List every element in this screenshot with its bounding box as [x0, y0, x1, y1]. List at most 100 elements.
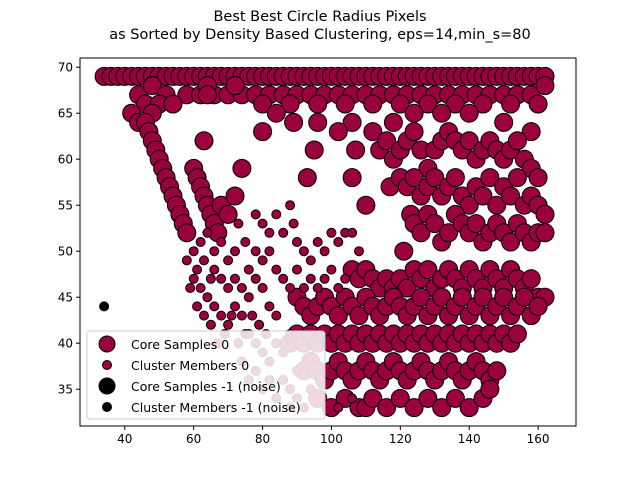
data-point-s1-11: [202, 292, 213, 303]
data-point-s0-222: [501, 232, 521, 252]
data-point-s0-236: [397, 278, 417, 298]
data-point-s0-101: [280, 94, 300, 114]
data-point-s1-47: [347, 227, 358, 238]
data-point-s1-21: [205, 319, 216, 330]
data-point-s0-66: [142, 76, 162, 96]
data-point-s1-50: [271, 264, 282, 275]
data-point-s0-185: [528, 168, 548, 188]
data-point-s0-153: [297, 168, 317, 188]
data-point-s1-20: [264, 301, 275, 312]
data-point-s0-124: [459, 103, 479, 123]
data-point-s0-106: [418, 94, 438, 114]
data-point-s0-278: [432, 287, 452, 307]
data-point-s0-284: [473, 287, 493, 307]
data-point-s1-30: [271, 310, 282, 321]
y-tick-label-35: 35: [58, 383, 73, 397]
data-point-s0-275: [411, 287, 431, 307]
data-point-s0-125: [494, 112, 514, 132]
data-point-s0-198: [473, 186, 493, 206]
data-point-s1-5: [233, 218, 244, 229]
data-point-s0-254: [521, 269, 541, 289]
data-point-s0-364: [404, 398, 424, 418]
data-point-s1-67: [230, 273, 240, 284]
y-tick-label-55: 55: [58, 199, 73, 213]
data-point-s0-103: [335, 94, 355, 114]
chart-title-line-1: Best Best Circle Radius Pixels: [213, 9, 426, 25]
plot-frame: [79, 57, 577, 427]
legend-label-core-noise: Core Samples -1 (noise): [131, 379, 281, 394]
y-tick-label-60: 60: [58, 153, 73, 167]
data-point-s1-45: [333, 237, 344, 247]
data-point-s1-7: [199, 255, 209, 266]
data-point-s0-110: [528, 94, 548, 114]
data-point-s1-0: [202, 227, 213, 238]
legend-marker-member-noise: [102, 402, 112, 412]
data-point-s1-35: [271, 209, 282, 220]
data-point-s0-167: [404, 122, 424, 142]
data-point-s1-17: [243, 292, 254, 303]
data-point-s0-161: [363, 122, 383, 142]
data-point-s1-36: [278, 227, 289, 238]
x-tick-label-80: 80: [255, 432, 270, 446]
data-point-s1-38: [288, 218, 299, 229]
data-point-s1-56: [312, 283, 323, 293]
data-point-s0-191: [425, 168, 445, 188]
data-point-s1-92: [188, 246, 199, 257]
data-point-s1-53: [292, 264, 302, 275]
data-point-s1-63: [257, 255, 268, 266]
data-point-s1-37: [285, 200, 296, 211]
data-point-s0-196: [459, 195, 479, 215]
data-point-s0-123: [432, 103, 452, 123]
data-point-s0-202: [501, 186, 521, 206]
data-point-s0-109: [501, 94, 521, 114]
data-point-s0-227: [535, 223, 555, 243]
data-point-s0-120: [342, 112, 362, 132]
data-point-s0-362: [377, 398, 397, 418]
data-point-s1-51: [278, 273, 289, 284]
data-point-s0-102: [308, 94, 328, 114]
data-point-s0-366: [432, 398, 452, 418]
x-tick-label-40: 40: [117, 432, 132, 446]
data-point-s0-152: [304, 140, 324, 160]
data-point-s1-41: [305, 255, 316, 266]
data-point-s0-199: [480, 168, 500, 188]
data-point-s1-6: [240, 237, 251, 247]
data-point-s1-4: [230, 246, 240, 257]
chart-title-line-2: as Sorted by Density Based Clustering, e…: [109, 27, 531, 43]
data-point-s1-58: [326, 264, 337, 275]
data-point-s0-326: [507, 324, 527, 344]
data-point-s1-52: [285, 283, 296, 293]
data-point-s1-49: [264, 246, 275, 257]
legend-marker-core-0: [98, 335, 116, 353]
data-point-s0-147: [218, 204, 238, 224]
data-point-s0-239: [418, 260, 438, 280]
data-point-s0-217: [466, 214, 486, 234]
data-point-s0-163: [377, 131, 397, 151]
data-point-s1-16: [236, 283, 247, 293]
data-point-s1-95: [192, 301, 203, 312]
data-point-s0-108: [473, 94, 493, 114]
data-point-s1-9: [188, 273, 199, 284]
data-point-s1-57: [319, 273, 330, 284]
data-point-s1-48: [354, 246, 364, 257]
data-point-s0-182: [507, 131, 527, 151]
y-tick-label-45: 45: [58, 291, 73, 305]
data-point-s0-194: [445, 168, 465, 188]
data-point-s1-24: [226, 310, 237, 321]
data-point-s1-90: [347, 393, 358, 404]
data-point-s1-97: [205, 273, 216, 284]
data-point-s0-355: [487, 361, 507, 381]
x-tick-label-120: 120: [389, 432, 412, 446]
legend-label-member-noise: Cluster Members -1 (noise): [131, 400, 301, 415]
data-point-s1-15: [230, 301, 240, 312]
data-point-s0-94: [535, 76, 555, 96]
data-point-s0-151: [253, 122, 273, 142]
data-point-s0-213: [439, 223, 459, 243]
data-point-s1-59: [333, 283, 344, 293]
data-point-s1-19: [257, 283, 268, 293]
data-point-s1-44: [326, 227, 337, 238]
x-tick-label-140: 140: [458, 432, 481, 446]
data-point-s0-361: [363, 388, 383, 408]
